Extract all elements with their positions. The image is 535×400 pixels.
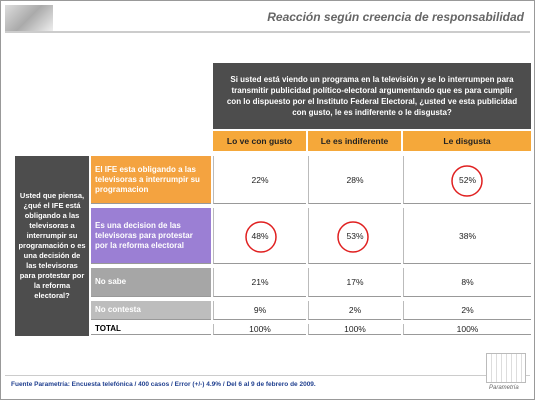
cell: 100% [403,324,531,335]
cell: 2% [403,301,531,320]
highlight-circle [451,165,483,197]
highlight-circle [337,221,369,253]
column-header: Le disgusta [403,131,531,151]
cell: 9% [213,301,306,320]
header-image [5,5,53,31]
row-label: No sabe [91,268,211,297]
row-label: No contesta [91,301,211,320]
column-header: Le es indiferente [308,131,401,151]
title: Reacción según creencia de responsabilid… [267,10,524,24]
row-label: Es una decision de las televisoras para … [91,208,211,264]
row-label: El IFE esta obligando a las televisoras … [91,156,211,204]
highlight-circle [245,221,277,253]
cell: 17% [308,268,401,297]
logo: Parametría [489,385,519,391]
footer: Fuente Parametría: Encuesta telefónica /… [11,381,316,388]
logo-mark [486,353,526,383]
cell: 2% [308,301,401,320]
title-rule [5,31,530,33]
cell: 100% [213,324,306,335]
footer-rule [5,375,530,376]
column-header: Lo ve con gusto [213,131,306,151]
cell: 28% [308,156,401,204]
cell: 22% [213,156,306,204]
cell: 21% [213,268,306,297]
cell: 8% [403,268,531,297]
cell: 38% [403,208,531,264]
question-header: Si usted está viendo un programa en la t… [213,63,531,129]
row-question: Usted que piensa, ¿qué el IFE está oblig… [15,156,89,336]
cell: 53% [308,208,401,264]
cell: 48% [213,208,306,264]
row-label: TOTAL [91,324,211,335]
cell: 100% [308,324,401,335]
